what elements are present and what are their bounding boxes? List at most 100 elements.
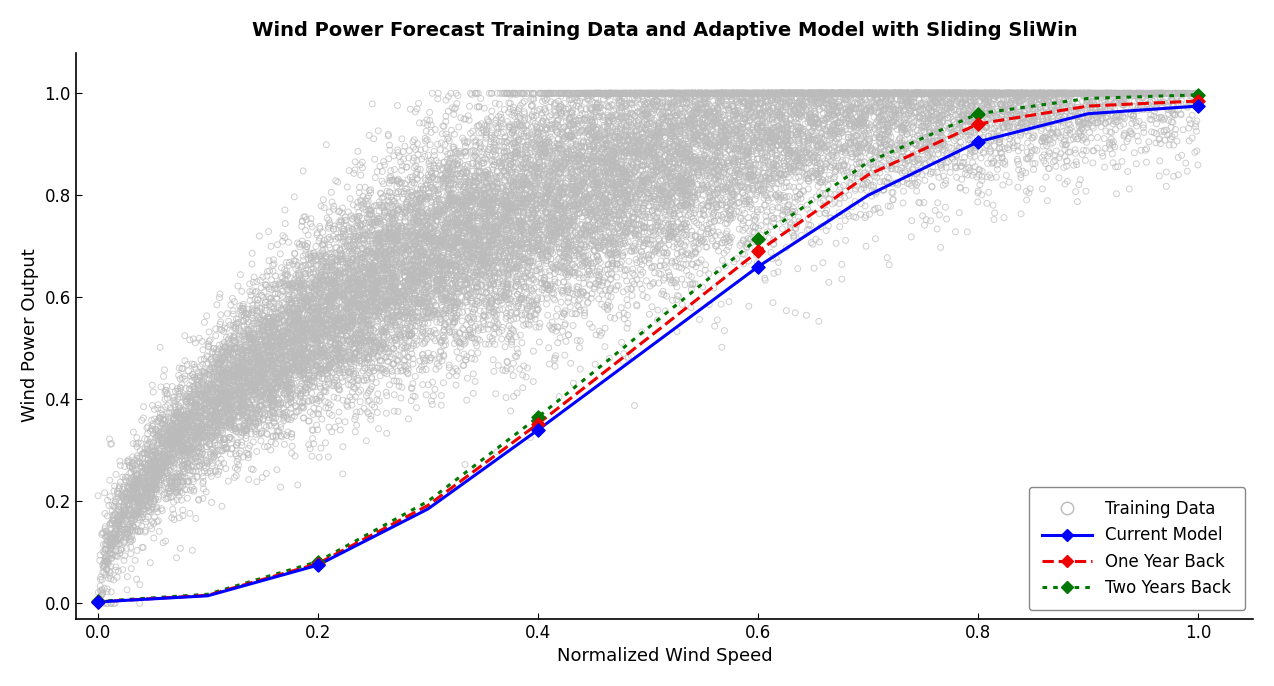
Point (822, 88, 842, 99)
Point (614, 195, 634, 206)
Point (321, 293, 341, 304)
Point (567, 177, 587, 188)
Point (738, 104, 758, 115)
Point (1139, 91, 1159, 102)
Point (420, 260, 441, 271)
Point (808, 88, 828, 99)
Point (385, 320, 405, 331)
Point (823, 109, 843, 120)
Point (601, 88, 622, 99)
Point (534, 243, 554, 254)
Point (371, 263, 391, 274)
Point (405, 238, 426, 249)
Point (534, 184, 554, 195)
Point (182, 369, 203, 380)
Point (307, 398, 327, 409)
Point (861, 88, 882, 99)
Point (1015, 167, 1036, 178)
Point (684, 91, 705, 102)
Point (664, 228, 684, 239)
Point (911, 97, 931, 108)
Point (275, 204, 296, 215)
Point (475, 339, 496, 350)
Point (680, 88, 701, 99)
Point (293, 360, 313, 371)
Point (278, 346, 298, 357)
Point (711, 88, 731, 99)
Point (558, 130, 578, 141)
Point (778, 88, 799, 99)
Point (162, 447, 182, 458)
Point (738, 88, 758, 99)
Point (390, 239, 410, 250)
Point (501, 139, 521, 150)
Point (209, 458, 229, 469)
Point (915, 123, 935, 134)
Point (847, 88, 868, 99)
Point (177, 359, 197, 370)
Point (926, 88, 947, 99)
Point (920, 141, 940, 152)
Point (478, 115, 498, 126)
Point (326, 372, 347, 383)
Point (331, 351, 352, 362)
Point (959, 117, 980, 128)
Point (505, 140, 525, 151)
Point (632, 105, 652, 116)
Point (303, 315, 324, 326)
Point (857, 178, 878, 189)
Point (368, 217, 389, 228)
Point (124, 508, 144, 519)
Point (794, 130, 814, 141)
Point (998, 100, 1018, 111)
Point (460, 179, 480, 190)
Point (915, 159, 935, 170)
Point (375, 281, 395, 292)
Point (791, 161, 812, 172)
Point (889, 110, 910, 121)
Point (832, 88, 852, 99)
Point (394, 277, 414, 288)
Point (922, 91, 943, 102)
Point (110, 532, 130, 543)
Point (1149, 170, 1170, 181)
Point (902, 88, 922, 99)
Point (487, 166, 507, 177)
Point (882, 88, 902, 99)
Point (498, 269, 519, 280)
Point (1073, 88, 1093, 99)
Point (589, 123, 609, 134)
Point (382, 283, 403, 294)
Point (559, 132, 580, 143)
Point (789, 88, 809, 99)
Point (343, 272, 363, 283)
Point (96, 569, 116, 580)
Point (329, 286, 349, 297)
Point (238, 443, 259, 454)
Point (622, 88, 642, 99)
Point (600, 130, 620, 141)
Point (843, 88, 864, 99)
Point (619, 185, 640, 196)
Point (290, 342, 311, 353)
Point (271, 339, 292, 350)
Point (110, 517, 130, 528)
Point (815, 88, 836, 99)
Point (541, 228, 562, 239)
Point (785, 88, 805, 99)
Point (520, 248, 540, 259)
Point (173, 443, 194, 454)
Point (645, 142, 665, 153)
Point (933, 139, 953, 150)
Point (377, 300, 397, 311)
Point (589, 88, 609, 99)
Point (1027, 88, 1047, 99)
Point (561, 224, 581, 235)
Point (448, 228, 469, 239)
Point (141, 486, 162, 497)
Point (819, 193, 840, 204)
Point (578, 88, 599, 99)
Point (436, 168, 456, 179)
Point (219, 383, 240, 394)
Point (806, 88, 827, 99)
